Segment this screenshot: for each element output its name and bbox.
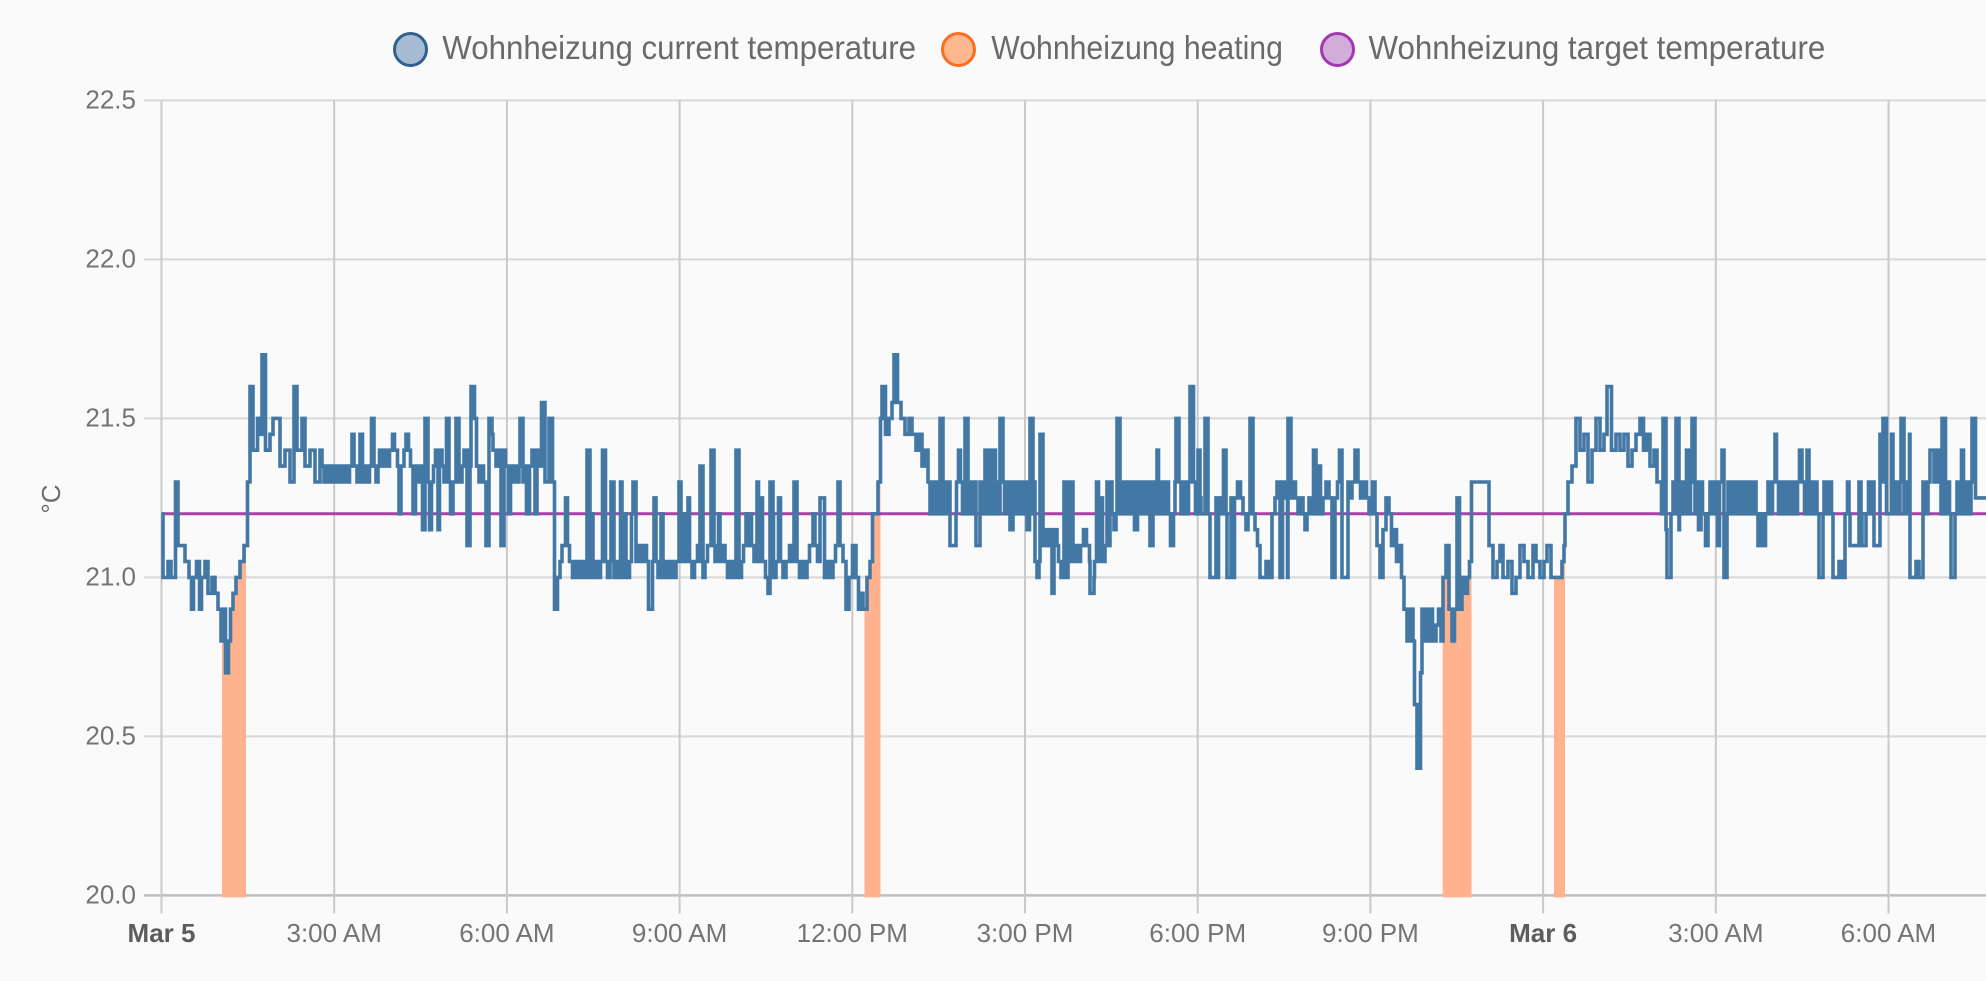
svg-text:6:00 AM: 6:00 AM	[1841, 918, 1936, 948]
svg-text:9:00 PM: 9:00 PM	[1322, 918, 1419, 948]
svg-text:21.5: 21.5	[85, 402, 136, 432]
svg-text:12:00 PM: 12:00 PM	[797, 918, 908, 948]
svg-text:Wohnheizung current temperatur: Wohnheizung current temperature	[442, 29, 916, 66]
svg-text:20.0: 20.0	[85, 879, 136, 909]
svg-text:Wohnheizung heating: Wohnheizung heating	[991, 29, 1283, 66]
svg-text:Mar 6: Mar 6	[1509, 918, 1577, 948]
svg-text:3:00 AM: 3:00 AM	[1668, 918, 1763, 948]
svg-text:22.0: 22.0	[85, 243, 136, 273]
svg-text:6:00 AM: 6:00 AM	[459, 918, 554, 948]
svg-text:Wohnheizung target temperature: Wohnheizung target temperature	[1369, 29, 1826, 66]
svg-text:20.5: 20.5	[85, 720, 136, 750]
svg-text:°C: °C	[36, 484, 66, 513]
svg-text:Mar 5: Mar 5	[128, 918, 196, 948]
svg-text:9:00 AM: 9:00 AM	[632, 918, 727, 948]
svg-text:6:00 PM: 6:00 PM	[1149, 918, 1246, 948]
svg-text:3:00 AM: 3:00 AM	[286, 918, 381, 948]
svg-text:3:00 PM: 3:00 PM	[977, 918, 1074, 948]
svg-text:22.5: 22.5	[85, 84, 136, 114]
svg-text:21.0: 21.0	[85, 561, 136, 591]
